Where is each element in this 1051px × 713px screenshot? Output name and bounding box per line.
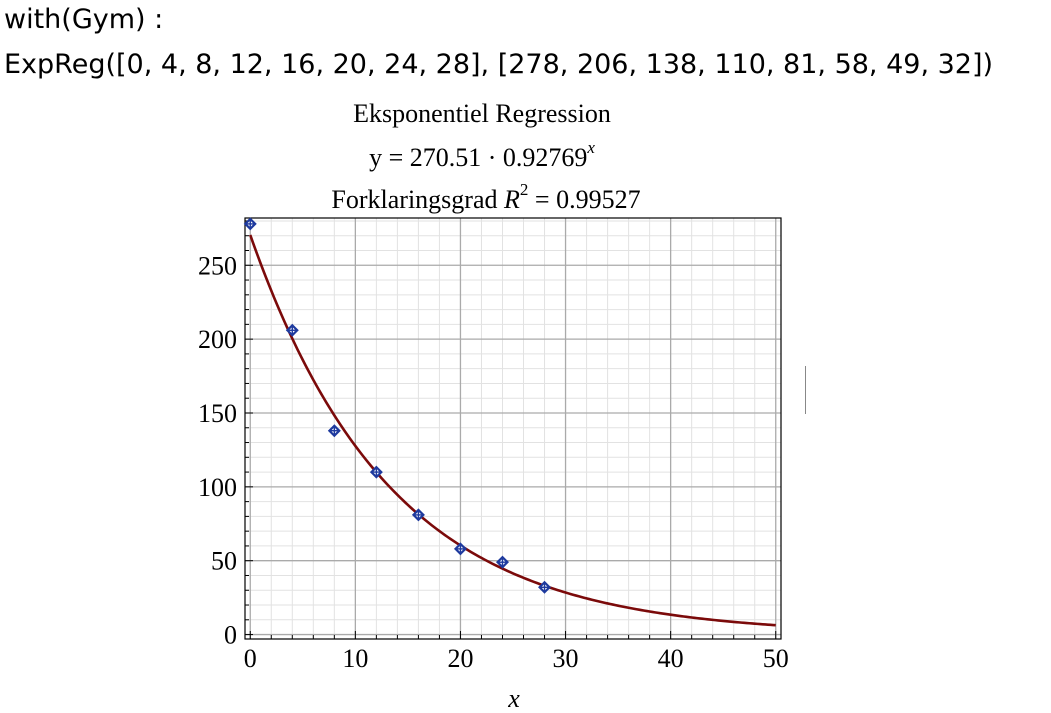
- data-points: [243, 217, 552, 594]
- chart-title: Eksponentiel Regression: [353, 99, 611, 128]
- data-point: [369, 465, 383, 479]
- y-tick-label: 0: [224, 621, 237, 650]
- x-tick-label: 10: [342, 644, 368, 673]
- r-squared-power: 2: [520, 180, 529, 199]
- data-point: [285, 323, 299, 337]
- plot-frame: [244, 217, 782, 640]
- fit-curve: [249, 234, 776, 627]
- with-gym-command[interactable]: with(Gym) :: [4, 4, 164, 35]
- y-tick-label: 250: [198, 251, 237, 280]
- data-point: [327, 424, 341, 438]
- equation-label: y = 270.51 · 0.92769x: [369, 138, 595, 172]
- x-tick-label: 50: [763, 644, 789, 673]
- r-squared-value: = 0.99527: [528, 185, 640, 214]
- data-point: [453, 542, 467, 556]
- data-point: [243, 217, 257, 231]
- y-tick-label: 100: [198, 473, 237, 502]
- data-point: [495, 555, 509, 569]
- r-squared-prefix: Forklaringsgrad: [331, 185, 504, 214]
- x-axis-label: x: [507, 684, 520, 713]
- equation-text: y = 270.51 · 0.92769: [369, 143, 587, 172]
- data-point: [538, 580, 552, 594]
- x-tick-label: 40: [658, 644, 684, 673]
- minor-grid: [245, 218, 781, 639]
- x-tick-label: 20: [447, 644, 473, 673]
- major-grid: [245, 218, 781, 639]
- tick-labels: 0 10 20 30 40 50 0 50 100 150 200 250: [198, 251, 789, 673]
- x-tick-label: 30: [553, 644, 579, 673]
- x-tick-label: 0: [244, 644, 257, 673]
- expreg-command[interactable]: ExpReg([0, 4, 8, 12, 16, 20, 24, 28], [2…: [4, 49, 994, 80]
- equation-exponent: x: [586, 138, 595, 157]
- r-squared-label: Forklaringsgrad R2 = 0.99527: [331, 180, 640, 214]
- data-point: [411, 508, 425, 522]
- cursor-bar: [805, 366, 806, 414]
- y-tick-label: 150: [198, 399, 237, 428]
- r-squared-symbol: R: [503, 185, 520, 214]
- y-tick-label: 200: [198, 325, 237, 354]
- axis-ticks: [245, 220, 777, 639]
- y-tick-label: 50: [211, 547, 237, 576]
